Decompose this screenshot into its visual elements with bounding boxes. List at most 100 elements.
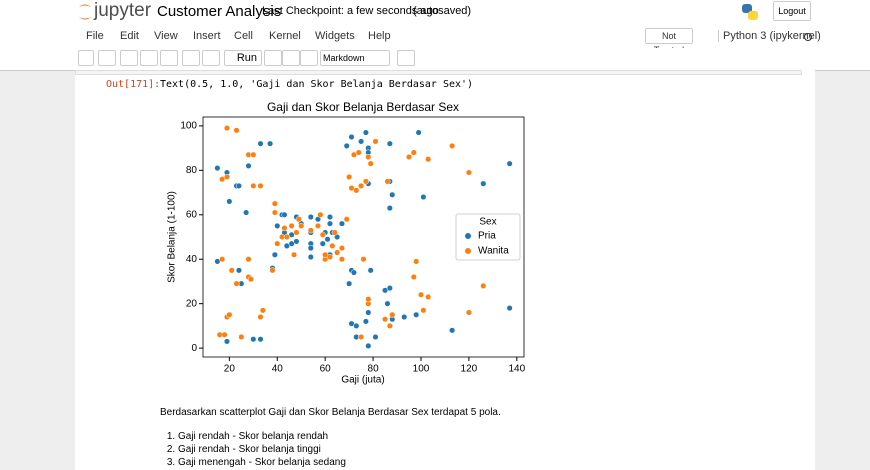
menu-item[interactable]: Insert (193, 30, 221, 42)
point (449, 327, 456, 334)
point (348, 133, 355, 141)
list-item: Gaji menengah - Skor belanja sedang (178, 456, 760, 469)
point (362, 178, 369, 185)
point (226, 311, 233, 318)
checkpoint: Last Checkpoint: a few seconds ago (262, 5, 439, 17)
kernel-name: Python 3 (ipykernel) (718, 30, 821, 42)
point (365, 342, 372, 349)
menu-item[interactable]: Kernel (269, 30, 301, 42)
point (420, 307, 427, 314)
point (372, 138, 379, 145)
point (465, 309, 472, 316)
paste-button[interactable] (160, 50, 178, 66)
y-tick-label: 0 (191, 343, 197, 354)
point (338, 220, 345, 227)
point (425, 156, 432, 163)
point (223, 125, 231, 132)
point (257, 182, 264, 189)
logout-button[interactable]: Logout (773, 1, 811, 21)
output-text: Text(0.5, 1.0, 'Gaji dan Skor Belanja Be… (160, 79, 474, 90)
run-all-button[interactable] (300, 50, 318, 66)
point (324, 236, 331, 243)
header: jupyter Customer Analysis Last Checkpoin… (0, 0, 870, 26)
point (274, 240, 281, 247)
point (307, 213, 314, 221)
point (367, 160, 374, 167)
markdown-paragraph: Berdasarkan scatterplot Gaji dan Skor Be… (160, 407, 501, 418)
y-tick-label: 60 (186, 209, 198, 220)
menu-item[interactable]: Edit (120, 30, 139, 42)
point (283, 233, 290, 241)
point (293, 229, 300, 236)
point (223, 173, 231, 181)
menu-item[interactable]: File (86, 30, 104, 42)
point (317, 211, 324, 218)
point (235, 267, 242, 274)
stop-button[interactable] (264, 50, 282, 66)
point (326, 220, 334, 227)
point (358, 333, 365, 341)
point (346, 173, 353, 181)
point (401, 313, 408, 321)
x-axis-label: Gaji (juta) (341, 375, 384, 386)
trusted-indicator[interactable]: Not Trusted (645, 28, 693, 55)
point (417, 291, 425, 298)
point (326, 253, 334, 261)
notebook-name[interactable]: Customer Analysis (157, 3, 282, 20)
point (298, 222, 305, 229)
y-tick-label: 80 (186, 165, 198, 176)
point (281, 211, 288, 218)
menu-item[interactable]: Help (368, 30, 391, 42)
copy-button[interactable] (140, 50, 158, 66)
point (274, 222, 281, 229)
point (326, 213, 334, 221)
logo-text: jupyter (94, 0, 152, 21)
point (343, 142, 350, 149)
point (271, 200, 278, 207)
point (365, 309, 372, 316)
point (360, 256, 367, 263)
list-item: Gaji rendah - Skor belanja tinggi (178, 443, 760, 456)
x-tick-label: 20 (224, 364, 236, 375)
menu-item[interactable]: Widgets (315, 30, 355, 42)
run-button[interactable]: Run (224, 50, 262, 66)
chart-title: Gaji dan Skor Belanja Berdasar Sex (267, 100, 459, 114)
point (386, 205, 393, 212)
point (257, 313, 264, 321)
save-button[interactable] (78, 50, 94, 66)
point (386, 285, 393, 292)
point (288, 222, 295, 229)
logo-icon (79, 4, 91, 20)
point (267, 140, 274, 147)
keyboard-button[interactable] (397, 50, 415, 66)
point (506, 305, 513, 312)
insert-button[interactable] (98, 50, 116, 66)
point (334, 249, 341, 256)
point (257, 336, 264, 343)
point (367, 267, 374, 274)
markdown-list: Gaji rendah - Skor belanja rendahGaji re… (160, 430, 760, 469)
move-up-button[interactable] (182, 50, 200, 66)
point (506, 160, 513, 167)
point (410, 273, 417, 281)
point (329, 242, 336, 249)
point (331, 229, 338, 236)
point (425, 293, 432, 301)
legend-marker (465, 248, 471, 254)
cell-type-select[interactable]: Markdown (320, 50, 390, 66)
menu-item[interactable]: Cell (234, 30, 253, 42)
restart-button[interactable] (282, 50, 300, 66)
x-tick-label: 120 (461, 364, 478, 375)
menu-bar: File Edit View Insert Cell Kernel Widgets Help … (0, 26, 870, 55)
point (358, 182, 365, 189)
point (295, 216, 302, 223)
point (243, 209, 250, 216)
point (338, 256, 345, 263)
x-tick-label: 140 (508, 364, 525, 375)
point (384, 300, 391, 307)
move-down-button[interactable] (202, 50, 220, 66)
menu-item[interactable]: View (154, 30, 178, 42)
cut-button[interactable] (120, 50, 138, 66)
y-axis-label: Skor Belanja (1-100) (167, 191, 178, 283)
